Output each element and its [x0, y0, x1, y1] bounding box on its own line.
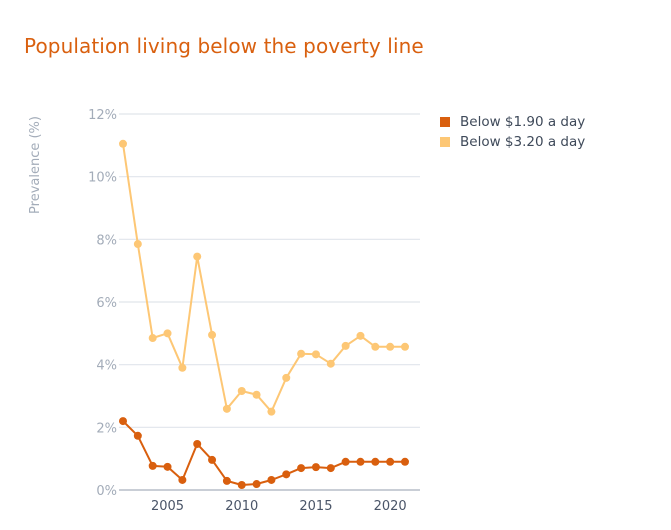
data-point	[193, 252, 202, 261]
data-point	[326, 359, 335, 368]
data-point	[133, 240, 142, 249]
data-point	[356, 331, 365, 340]
legend: Below $1.90 a day Below $3.20 a day	[440, 112, 585, 152]
x-tick-label: 2010	[225, 499, 258, 514]
data-point	[222, 404, 231, 413]
data-point	[237, 386, 246, 395]
data-point	[119, 139, 127, 148]
data-point	[371, 457, 380, 466]
legend-label: Below $1.90 a day	[460, 114, 586, 130]
data-point	[208, 455, 217, 464]
data-point	[267, 407, 276, 416]
data-point	[163, 329, 172, 338]
data-point	[178, 363, 187, 372]
data-point	[386, 457, 395, 466]
x-tick-label: 2020	[374, 499, 407, 514]
data-point	[401, 342, 409, 351]
y-tick-label: 8%	[96, 233, 117, 248]
chart-title: Population living below the poverty line	[24, 34, 424, 58]
data-point	[326, 464, 335, 473]
data-point	[371, 342, 380, 351]
y-tick-label: 10%	[88, 171, 117, 186]
data-point	[163, 462, 172, 471]
data-point	[401, 457, 409, 466]
data-point	[148, 461, 157, 470]
data-point	[282, 470, 291, 479]
x-tick-label: 2005	[151, 499, 184, 514]
y-tick-label: 2%	[96, 421, 117, 436]
data-point	[222, 476, 231, 485]
y-tick-label: 0%	[96, 484, 117, 499]
data-point	[282, 373, 291, 382]
data-point	[297, 464, 306, 473]
legend-label: Below $3.20 a day	[460, 134, 586, 150]
data-point	[178, 475, 187, 484]
data-point	[386, 342, 395, 351]
x-tick-label: 2015	[299, 499, 332, 514]
legend-swatch	[440, 137, 450, 147]
data-point	[356, 457, 365, 466]
y-axis-label: Prevalence (%)	[28, 116, 43, 214]
series-line	[122, 420, 405, 486]
data-point	[252, 390, 261, 399]
data-point	[341, 457, 350, 466]
legend-swatch	[440, 117, 450, 127]
series-line	[122, 143, 405, 413]
data-point	[208, 330, 217, 339]
data-point	[148, 334, 157, 343]
data-point	[237, 480, 246, 489]
data-point	[311, 350, 320, 359]
legend-item-below-1-90[interactable]: Below $1.90 a day	[440, 112, 585, 132]
data-point	[193, 439, 202, 448]
data-point	[311, 463, 320, 472]
legend-item-below-3-20[interactable]: Below $3.20 a day	[440, 132, 585, 152]
data-point	[252, 480, 261, 489]
data-point	[341, 341, 350, 350]
y-tick-label: 6%	[96, 296, 117, 311]
y-tick-label: 12%	[88, 108, 117, 123]
y-tick-label: 4%	[96, 359, 117, 374]
data-point	[119, 417, 127, 426]
data-point	[267, 475, 276, 484]
data-point	[297, 349, 306, 358]
data-point	[133, 431, 142, 440]
